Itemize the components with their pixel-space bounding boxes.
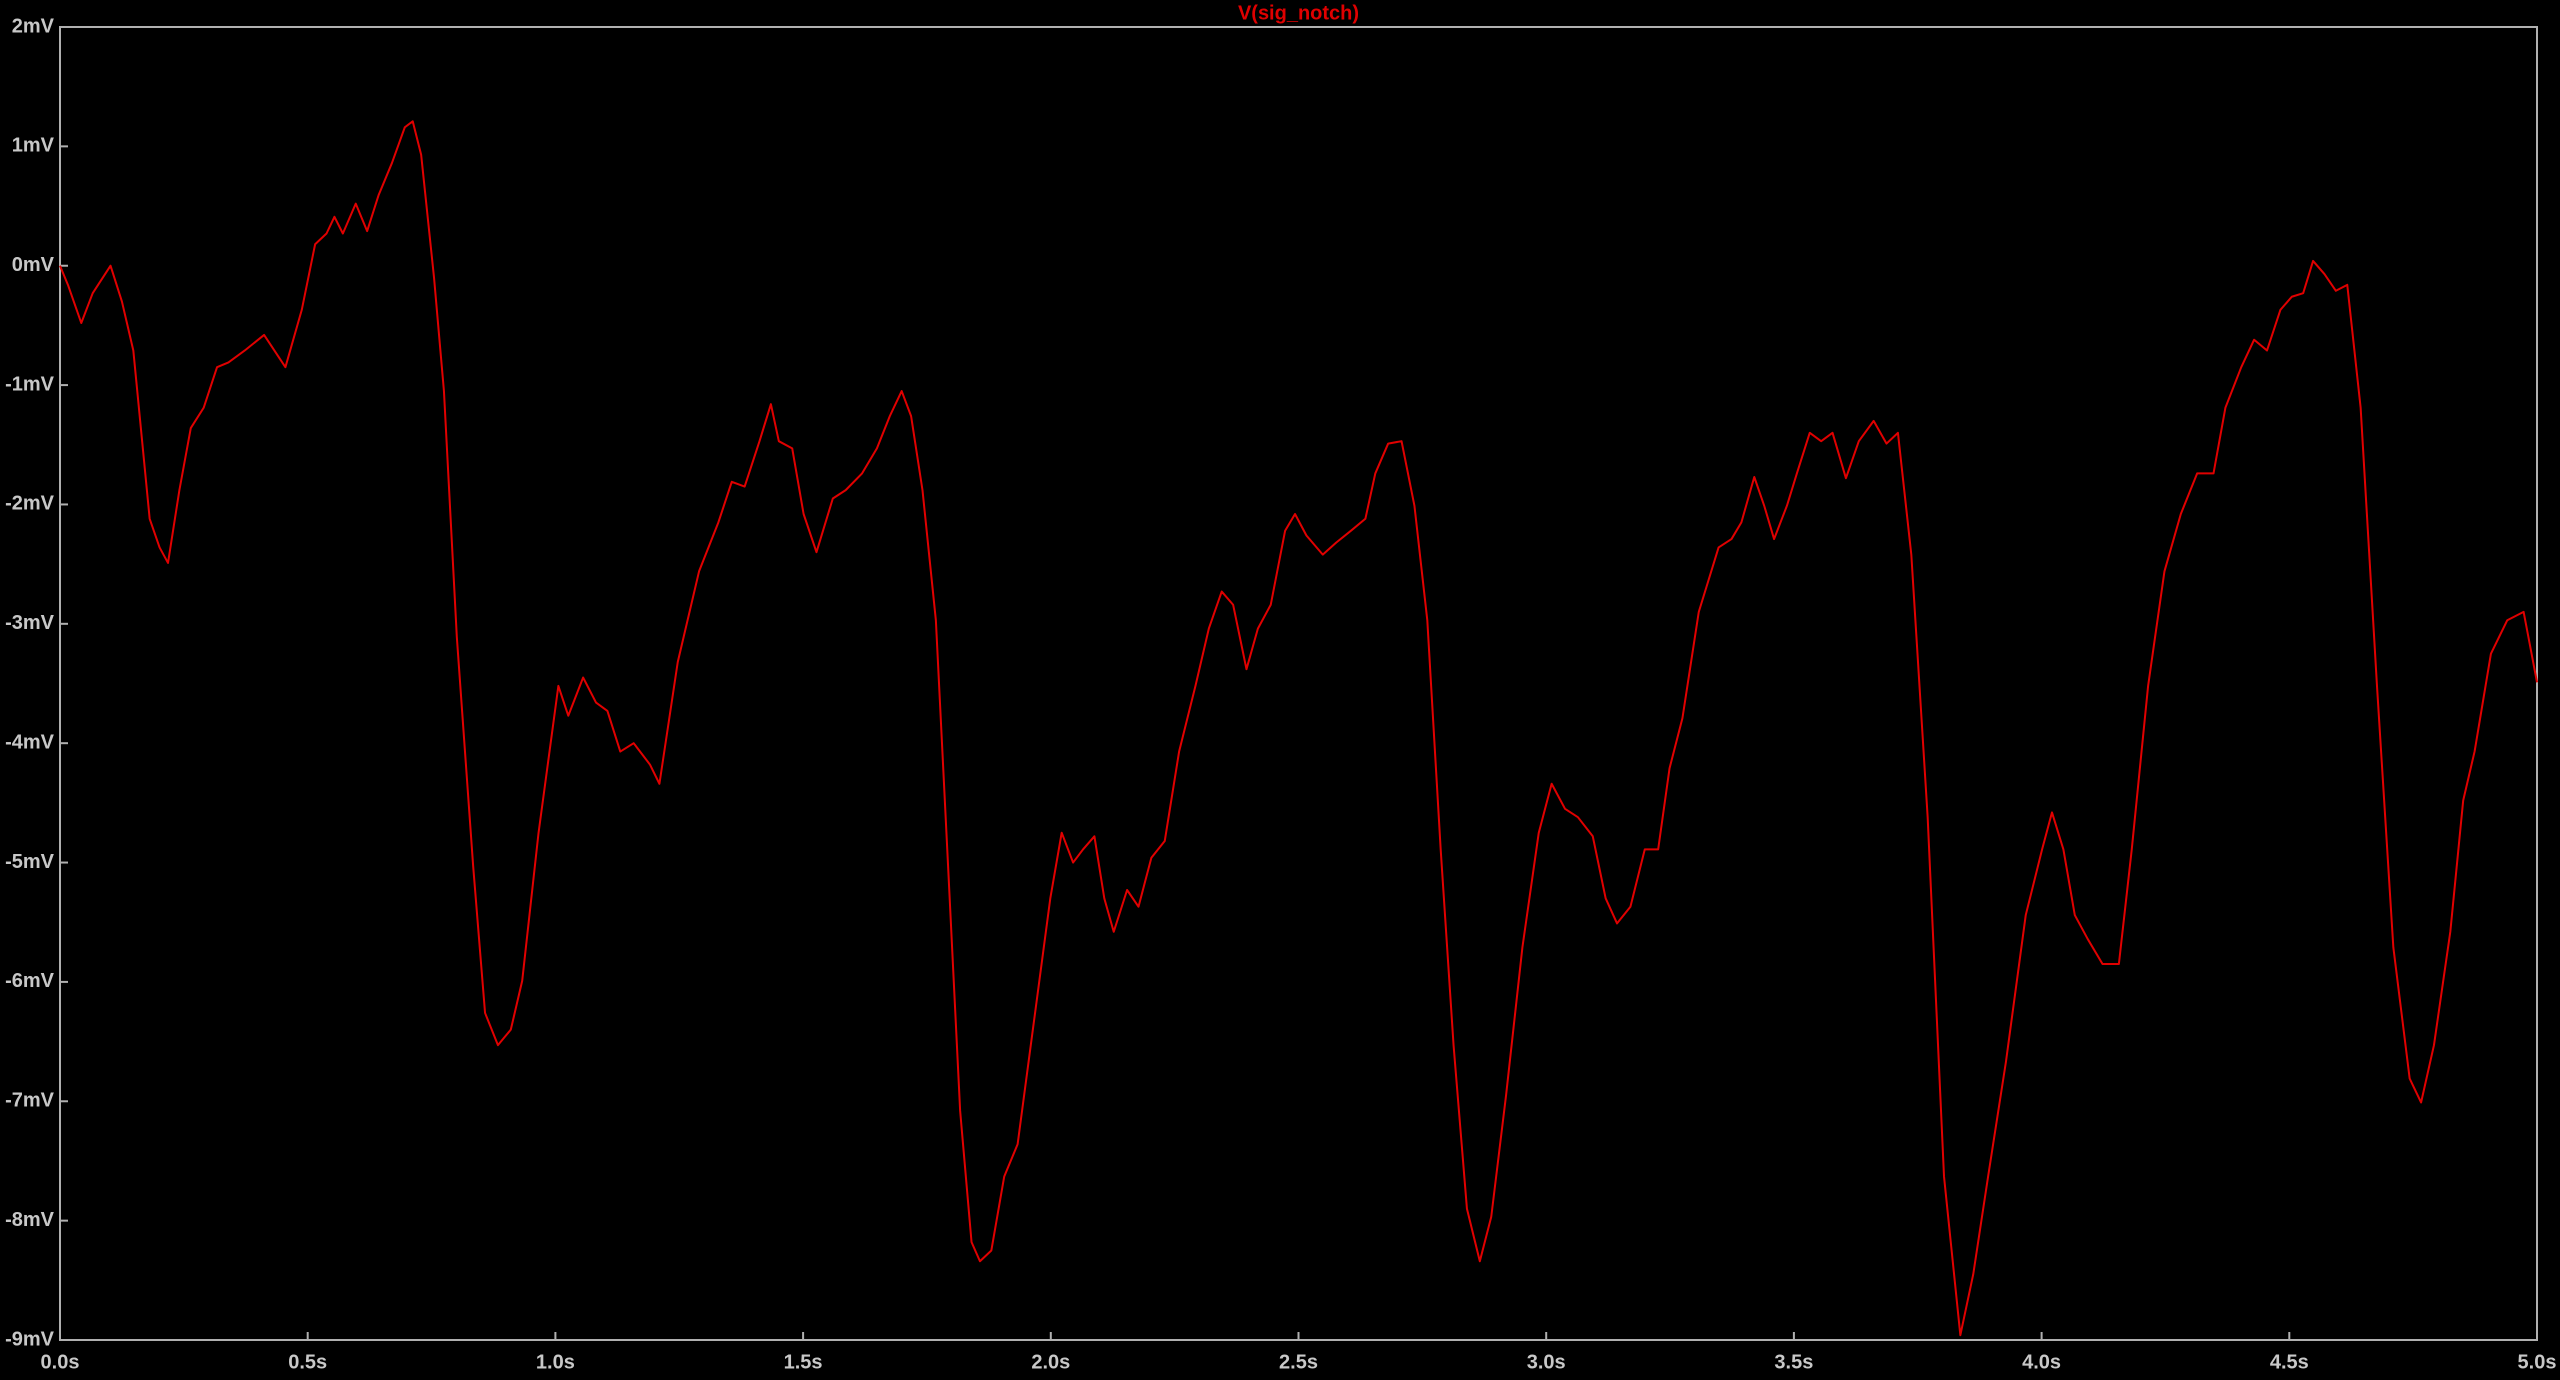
x-tick-label: 3.5s bbox=[1774, 1351, 1813, 1373]
x-tick-label: 0.5s bbox=[288, 1351, 327, 1373]
trace bbox=[59, 120, 2538, 1337]
y-tick-label: -7mV bbox=[5, 1090, 55, 1112]
x-tick-label: 5.0s bbox=[2518, 1351, 2557, 1373]
y-tick-label: 1mV bbox=[12, 135, 55, 157]
y-tick-label: -4mV bbox=[5, 731, 55, 753]
y-tick-label: -8mV bbox=[5, 1209, 55, 1231]
y-tick-label: -5mV bbox=[5, 851, 55, 873]
x-tick-label: 4.5s bbox=[2270, 1351, 2309, 1373]
x-tick-label: 2.5s bbox=[1279, 1351, 1318, 1373]
y-tick-label: -2mV bbox=[5, 493, 55, 515]
trace-label: V(sig_notch) bbox=[1238, 2, 1359, 24]
y-tick-label: 2mV bbox=[12, 15, 55, 37]
x-tick-label: 3.0s bbox=[1527, 1351, 1566, 1373]
x-tick-label: 4.0s bbox=[2022, 1351, 2061, 1373]
x-tick-label: 0.0s bbox=[41, 1351, 80, 1373]
x-tick-label: 1.5s bbox=[784, 1351, 823, 1373]
y-tick-label: -6mV bbox=[5, 970, 55, 992]
x-tick-label: 1.0s bbox=[536, 1351, 575, 1373]
y-tick-label: 0mV bbox=[12, 254, 55, 276]
y-tick-label: -1mV bbox=[5, 373, 55, 395]
y-tick-label: -3mV bbox=[5, 612, 55, 634]
y-tick-label: -9mV bbox=[5, 1328, 55, 1350]
x-tick-label: 2.0s bbox=[1031, 1351, 1070, 1373]
